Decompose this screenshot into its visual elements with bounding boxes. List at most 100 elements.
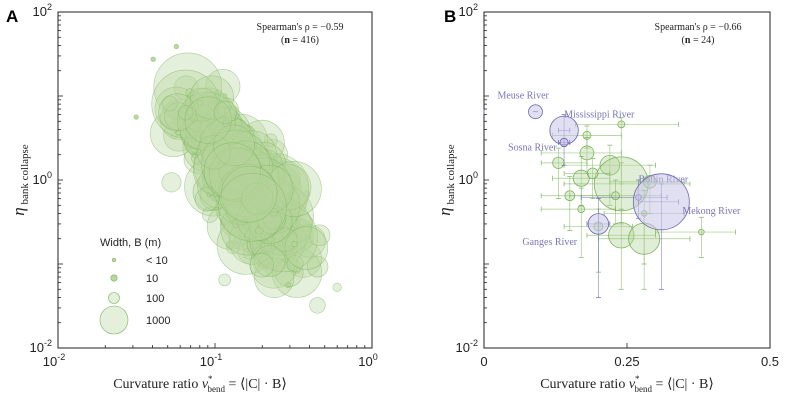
data-point <box>309 297 326 314</box>
y-tick-label: 10-2 <box>456 338 478 355</box>
data-point <box>291 241 298 248</box>
data-point <box>203 142 261 200</box>
spearman-stat: Spearman's ρ = −0.59 <box>257 22 344 33</box>
data-point <box>272 154 283 164</box>
legend-marker <box>99 305 129 335</box>
data-point <box>608 222 635 249</box>
data-point <box>189 75 234 120</box>
data-point <box>197 100 203 106</box>
x-tick-label: 0.25 <box>614 354 639 369</box>
x-tick-label: 10-2 <box>43 352 65 369</box>
data-point <box>231 218 241 228</box>
data-point <box>153 52 223 122</box>
data-point <box>215 153 227 165</box>
y-tick-label: 100 <box>33 170 52 187</box>
legend-title: Width, B (m) <box>100 237 161 249</box>
data-point <box>559 138 569 147</box>
data-point <box>308 224 331 247</box>
data-point <box>632 173 690 231</box>
data-point <box>213 124 255 167</box>
river-label: Sosna River <box>508 142 557 153</box>
data-point <box>249 252 274 278</box>
x-tick-label: 0.5 <box>761 354 779 369</box>
data-point <box>177 92 237 152</box>
panel-b: 10-2 100 102 0 0.25 0.5 Meuse River Mississippi… <box>435 2 779 394</box>
y-tick-label: 102 <box>459 2 478 19</box>
data-point <box>150 56 156 62</box>
legend-marker <box>110 274 118 282</box>
data-point <box>264 133 278 147</box>
data-point <box>698 228 705 236</box>
data-point <box>196 134 232 170</box>
data-point <box>572 169 590 187</box>
data-point <box>265 161 322 217</box>
data-point <box>178 105 194 121</box>
y-tick-label: 102 <box>33 2 52 19</box>
data-point <box>185 88 194 97</box>
data-point <box>254 257 295 298</box>
highlighted-river-point <box>632 173 690 290</box>
legend-label: 100 <box>146 293 164 305</box>
data-point <box>194 187 219 212</box>
data-point <box>332 282 342 292</box>
data-point <box>286 255 304 273</box>
legend-label: 10 <box>146 273 158 285</box>
highlighted-river-point <box>483 104 543 120</box>
sample-size: (n = 24) <box>682 35 715 46</box>
x-axis-label: Curvature ratio ν* bend = ⟨|C| · B⟩ <box>540 374 714 394</box>
data-point <box>221 165 278 223</box>
panel-b-label: B <box>444 7 456 26</box>
data-point <box>205 68 241 104</box>
data-point <box>528 104 543 120</box>
data-point <box>218 172 287 242</box>
highlighted-river-point <box>558 138 571 147</box>
y-tick-label: 10-2 <box>30 338 52 355</box>
x-tick-label: 100 <box>358 352 377 369</box>
x-tick-label: 0 <box>480 354 487 369</box>
data-point <box>277 241 284 247</box>
data-point <box>218 273 231 287</box>
data-point <box>577 205 586 214</box>
data-point <box>236 157 292 214</box>
data-point <box>587 213 610 235</box>
data-point <box>257 260 266 268</box>
legend-label: 1000 <box>146 315 170 327</box>
river-label: Mekong River <box>682 206 741 217</box>
data-point <box>579 145 595 161</box>
data-point <box>241 182 274 215</box>
y-axis-label: η bank collapse <box>435 144 457 215</box>
data-point <box>133 114 139 120</box>
river-point <box>563 158 611 199</box>
data-point <box>161 172 182 193</box>
x-tick-label: 10-1 <box>200 352 222 369</box>
legend-marker <box>111 257 117 263</box>
panel-a-label: A <box>6 7 18 26</box>
data-point <box>175 129 182 136</box>
river-label: Mississippi River <box>564 109 635 120</box>
data-point <box>617 120 626 129</box>
data-point <box>213 100 238 124</box>
data-point <box>240 190 259 209</box>
data-point <box>173 43 179 50</box>
data-point <box>263 211 282 230</box>
data-point <box>162 95 178 112</box>
data-point <box>184 96 232 144</box>
data-point <box>611 191 620 201</box>
river-label: Ganges River <box>522 237 577 248</box>
x-axis-label: Curvature ratio ν* bend = ⟨|C| · B⟩ <box>113 374 287 394</box>
river-point <box>655 216 737 258</box>
sample-size: (n = 416) <box>281 35 319 46</box>
river-label: Meuse River <box>497 91 549 102</box>
legend: Width, B (m) < 10 10 100 1000 <box>99 237 170 335</box>
data-points <box>133 43 342 314</box>
spearman-stat: Spearman's ρ = −0.66 <box>655 22 742 33</box>
data-point <box>234 232 247 245</box>
legend-label: < 10 <box>146 255 168 267</box>
data-point <box>552 156 565 169</box>
y-tick-label: 100 <box>459 170 478 187</box>
panel-a: 10-2 100 102 10-2 10-1 100 Width, B (m) < 10 10 1… <box>9 2 378 394</box>
data-point <box>586 167 599 180</box>
highlighted-river-point <box>586 198 611 298</box>
y-axis-label: η bank collapse <box>9 144 31 215</box>
